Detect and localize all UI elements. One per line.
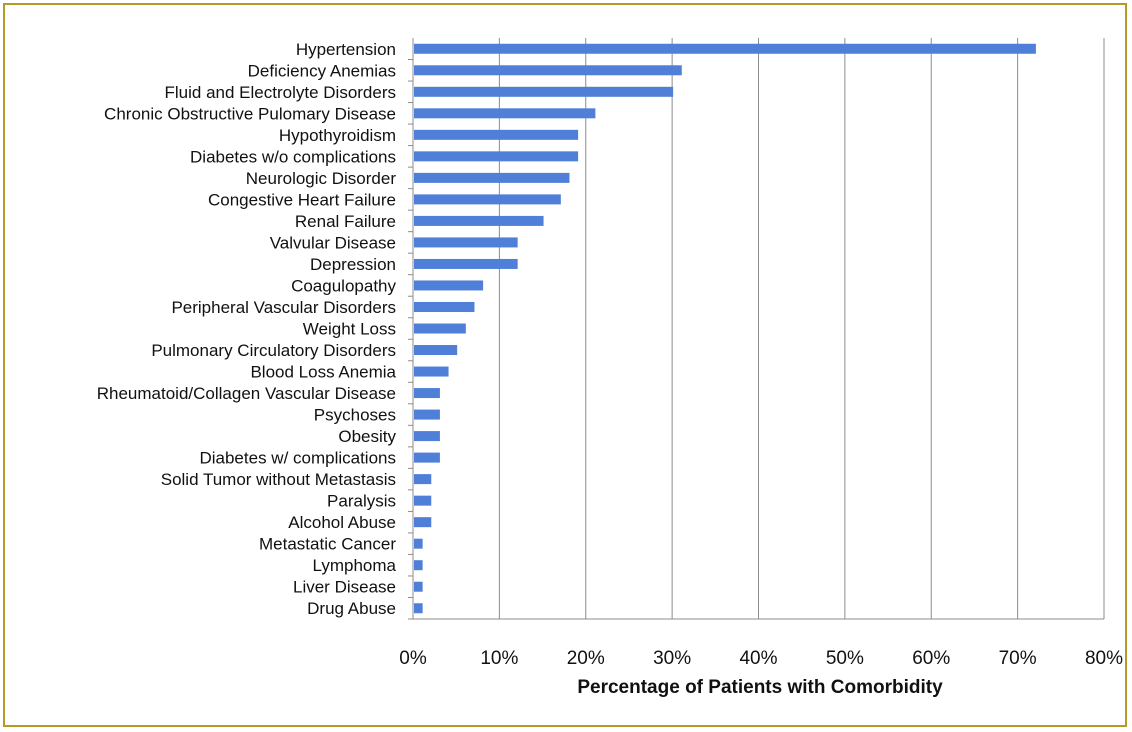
bar xyxy=(414,280,484,291)
category-label: Depression xyxy=(310,255,396,274)
bar xyxy=(414,237,518,248)
bar xyxy=(414,538,423,549)
category-label: Hypertension xyxy=(296,40,396,59)
category-label: Pulmonary Circulatory Disorders xyxy=(151,341,396,360)
bar xyxy=(414,388,440,399)
category-label: Liver Disease xyxy=(293,578,396,597)
category-label: Diabetes w/o complications xyxy=(190,147,396,166)
bar xyxy=(414,366,449,377)
bar xyxy=(414,301,475,312)
comorbidity-bar-chart: Hypertension Deficiency Anemias Fluid and … xyxy=(97,38,1123,698)
bar xyxy=(414,474,432,485)
x-tick-label: 60% xyxy=(912,648,950,669)
category-label: Rheumatoid/Collagen Vascular Disease xyxy=(97,384,396,403)
bar xyxy=(414,43,1036,54)
bar xyxy=(414,495,432,506)
bar xyxy=(414,603,423,614)
category-label: Drug Abuse xyxy=(307,599,396,618)
bar xyxy=(414,215,544,226)
x-tick-label: 20% xyxy=(567,648,605,669)
category-label: Diabetes w/ complications xyxy=(199,449,396,468)
category-label: Psychoses xyxy=(314,406,396,425)
bars xyxy=(414,43,1036,614)
category-label: Fluid and Electrolyte Disorders xyxy=(165,83,396,102)
bar xyxy=(414,409,440,420)
bar xyxy=(414,86,674,97)
bar xyxy=(414,517,432,528)
category-labels: Hypertension Deficiency Anemias Fluid and … xyxy=(97,40,397,618)
bar xyxy=(414,129,579,140)
category-label: Coagulopathy xyxy=(291,276,396,295)
bar xyxy=(414,323,466,334)
category-label: Alcohol Abuse xyxy=(288,513,396,532)
category-label: Peripheral Vascular Disorders xyxy=(171,298,396,317)
bar xyxy=(414,65,682,76)
bar xyxy=(414,108,596,119)
x-tick-label: 70% xyxy=(999,648,1037,669)
bar xyxy=(414,258,518,269)
chart-frame: Hypertension Deficiency Anemias Fluid and … xyxy=(3,3,1127,727)
x-tick-label: 50% xyxy=(826,648,864,669)
x-tick-label: 30% xyxy=(653,648,691,669)
category-label: Congestive Heart Failure xyxy=(208,190,396,209)
bar xyxy=(414,151,579,162)
category-label: Lymphoma xyxy=(313,556,397,575)
category-label: Metastatic Cancer xyxy=(259,535,396,554)
category-label: Renal Failure xyxy=(295,212,396,231)
bar xyxy=(414,581,423,592)
bar xyxy=(414,194,561,205)
x-axis-label: Percentage of Patients with Comorbidity xyxy=(577,677,943,698)
x-tick-label: 10% xyxy=(480,648,518,669)
category-label: Deficiency Anemias xyxy=(248,61,396,80)
bar xyxy=(414,560,423,571)
x-tick-label: 0% xyxy=(399,648,427,669)
category-label: Weight Loss xyxy=(303,320,396,339)
category-label: Solid Tumor without Metastasis xyxy=(161,470,396,489)
category-label: Valvular Disease xyxy=(270,233,396,252)
bar xyxy=(414,172,570,183)
bar xyxy=(414,345,458,356)
gridlines xyxy=(498,38,1105,619)
x-tick-labels: 0% 10% 20% 30% 40% 50% 60% 70% 80% xyxy=(399,648,1123,669)
category-label: Chronic Obstructive Pulomary Disease xyxy=(104,104,396,123)
bar xyxy=(414,431,440,442)
category-label: Neurologic Disorder xyxy=(246,169,397,188)
category-label: Hypothyroidism xyxy=(279,126,396,145)
x-tick-label: 40% xyxy=(739,648,777,669)
category-label: Obesity xyxy=(338,427,396,446)
x-tick-label: 80% xyxy=(1085,648,1123,669)
axes xyxy=(408,38,1104,620)
category-label: Blood Loss Anemia xyxy=(250,363,396,382)
category-label: Paralysis xyxy=(327,492,396,511)
bar xyxy=(414,452,440,463)
